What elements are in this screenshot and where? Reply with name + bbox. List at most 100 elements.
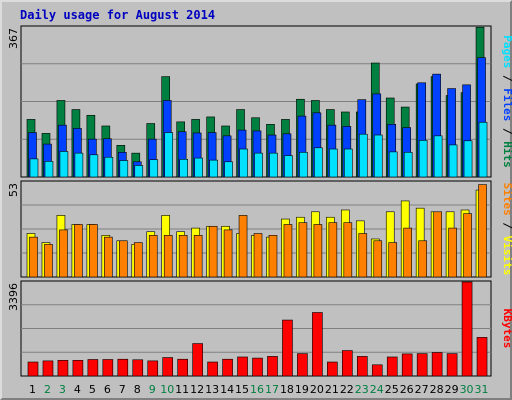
x-tick-label-day-27: 27 [415, 383, 429, 396]
sites-bar [119, 240, 128, 278]
x-tick-label-day-12: 12 [190, 383, 204, 396]
pages-bar [418, 140, 428, 178]
pages-bar [254, 152, 263, 178]
y-max-label-hits: 367 [7, 28, 20, 49]
sites-bar [178, 235, 188, 278]
sites-bar [388, 242, 398, 278]
sites-bar [313, 224, 323, 278]
pages-bar [194, 157, 203, 178]
x-tick-label-day-10: 10 [160, 383, 174, 396]
sites-bar [373, 240, 383, 278]
pages-bar [403, 152, 413, 178]
legend-item-visits: Visits [501, 236, 512, 276]
x-tick-label-day-5: 5 [89, 383, 96, 396]
x-tick-label-day-26: 26 [400, 383, 414, 396]
kbytes-bar [132, 359, 144, 377]
kbytes-bar [162, 357, 174, 377]
legend-item-kbytes: KBytes [501, 309, 512, 349]
kbytes-bar [312, 312, 323, 377]
x-tick-label-day-14: 14 [220, 383, 234, 396]
sites-bar [208, 225, 218, 278]
pages-bar [314, 147, 323, 178]
pages-bar [299, 152, 308, 178]
sites-bar [433, 211, 442, 278]
sites-bar [29, 236, 38, 278]
kbytes-bar [177, 358, 188, 377]
kbytes-bar [267, 356, 278, 377]
legend-item-pages: Pages [501, 35, 512, 68]
sites-bar [358, 233, 368, 278]
pages-bar [239, 148, 248, 178]
x-tick-label-day-20: 20 [310, 383, 324, 396]
sites-bar [193, 235, 203, 278]
kbytes-bar [42, 360, 54, 377]
x-tick-label-day-17: 17 [265, 383, 279, 396]
sites-bar [104, 236, 113, 278]
kbytes-bar [446, 353, 458, 377]
kbytes-bar [72, 360, 84, 377]
pages-bar [179, 159, 188, 178]
legend-separator: / [501, 68, 512, 88]
kbytes-bar [327, 361, 338, 377]
legend-item-files: Files [501, 88, 512, 121]
x-tick-label-day-11: 11 [175, 383, 189, 396]
pages-bar [373, 134, 383, 178]
kbytes-bar [27, 361, 39, 377]
sites-bar [268, 235, 278, 278]
x-tick-label-day-13: 13 [205, 383, 219, 396]
legend-item-hits: Hits [501, 141, 512, 168]
x-tick-label-day-7: 7 [119, 383, 126, 396]
x-tick-label-day-1: 1 [29, 383, 36, 396]
sites-bar [238, 215, 248, 278]
sites-bar [448, 227, 457, 278]
legend-kbytes: KBytes [501, 309, 512, 349]
sites-bar [74, 224, 83, 278]
x-tick-label-day-24: 24 [370, 383, 384, 396]
x-tick-label-day-22: 22 [340, 383, 354, 396]
kbytes-bar [252, 357, 263, 377]
x-tick-label-day-21: 21 [325, 383, 339, 396]
x-tick-label-day-15: 15 [235, 383, 249, 396]
chart-title: Daily usage for August 2014 [20, 8, 216, 22]
sites-bar [223, 229, 233, 278]
kbytes-bar [87, 359, 99, 377]
x-tick-label-day-28: 28 [430, 383, 444, 396]
x-tick-label-day-6: 6 [104, 383, 111, 396]
y-max-label-kbytes: 3396 [7, 283, 20, 311]
pages-bar [29, 158, 39, 178]
pages-bar [44, 161, 54, 178]
pages-bar [134, 165, 144, 178]
pages-bar [104, 156, 114, 178]
sites-bar [44, 244, 53, 278]
pages-bar [224, 161, 233, 178]
x-tick-label-day-9: 9 [149, 383, 156, 396]
legend-sites-visits: Sites / Visits [501, 183, 512, 276]
sites-bar [328, 222, 338, 278]
sites-bar [298, 222, 308, 278]
pages-bar [463, 140, 473, 178]
kbytes-bar [386, 356, 398, 377]
kbytes-bar [282, 319, 293, 377]
pages-bar [209, 159, 218, 178]
kbytes-bar [222, 358, 233, 377]
pages-bar [344, 148, 353, 178]
x-tick-label-day-29: 29 [445, 383, 459, 396]
kbytes-bar [371, 364, 383, 377]
pages-bar [269, 152, 278, 178]
kbytes-bar [461, 281, 473, 377]
sites-bar [89, 224, 98, 278]
x-tick-label-day-3: 3 [59, 383, 66, 396]
x-tick-label-day-16: 16 [250, 383, 264, 396]
sites-bar [253, 233, 263, 278]
sites-bar [403, 227, 412, 278]
pages-bar [74, 152, 84, 178]
kbytes-bar [476, 337, 488, 377]
sites-bar [59, 229, 68, 278]
kbytes-bar [401, 353, 413, 377]
legend-item-sites: Sites [501, 183, 512, 216]
kbytes-bar [297, 353, 308, 377]
x-tick-label-day-4: 4 [74, 383, 81, 396]
sites-bar [478, 184, 487, 278]
sites-bar [283, 224, 293, 278]
